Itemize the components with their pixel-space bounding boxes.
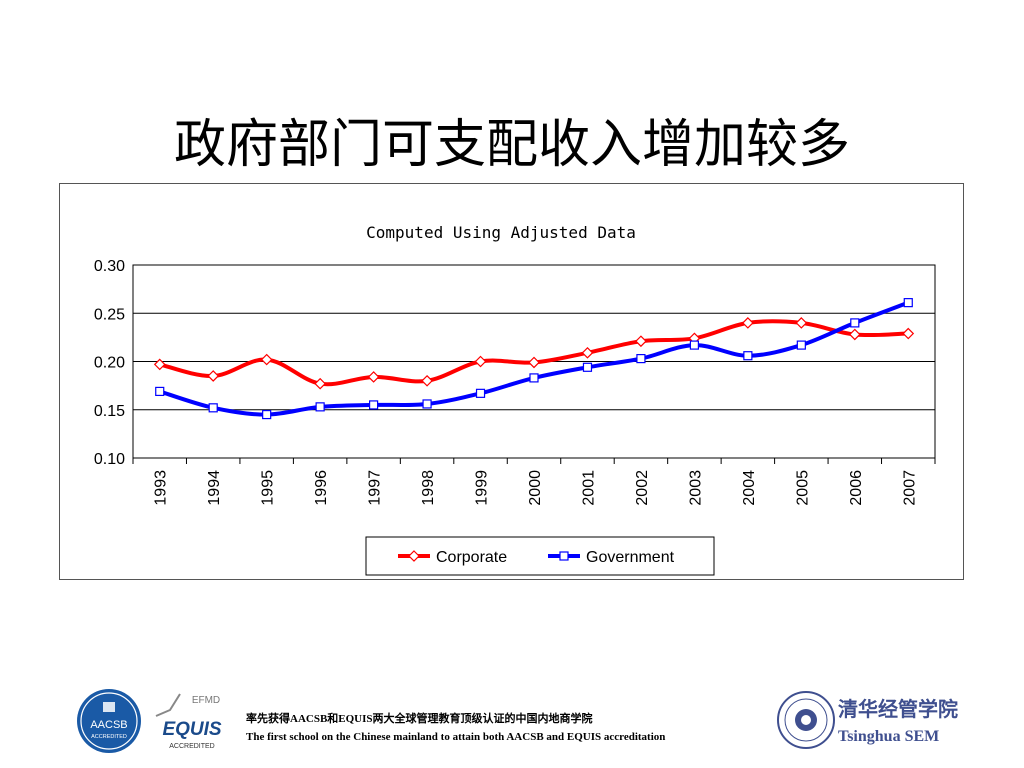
chart-frame: Computed Using Adjusted Data 0.10 0.15 0.20…: [59, 183, 964, 580]
data-point-government: [155, 386, 165, 397]
data-point-government: [796, 340, 806, 350]
data-point-corporate: [421, 374, 433, 387]
x-tick-label: 2004: [741, 470, 758, 506]
tsinghua-logo-en: Tsinghua SEM: [838, 728, 939, 745]
data-point-corporate: [848, 328, 861, 341]
x-tick-label: 2007: [901, 470, 918, 506]
data-point-corporate: [260, 353, 273, 366]
y-tick-label: 0.10: [94, 451, 125, 468]
slide-title: 政府部门可支配收入增加较多: [173, 115, 850, 175]
chart-title: Computed Using Adjusted Data: [366, 223, 636, 242]
x-tick-label: 1993: [153, 470, 170, 506]
aacsb-logo-sub: ACCREDITED: [91, 734, 127, 740]
footer-line-cn: 率先获得AACSB和EQUIS两大全球管理教育顶级认证的中国内地商学院: [246, 713, 593, 725]
x-tick-label: 2006: [848, 470, 865, 506]
footer-text: 率先获得AACSB和EQUIS两大全球管理教育顶级认证的中国内地商学院 The …: [246, 710, 766, 746]
legend-label-government: Government: [586, 549, 675, 566]
data-point-government: [636, 354, 646, 364]
equis-logo-top: EFMD: [192, 695, 220, 706]
y-tick-label: 0.30: [94, 258, 125, 275]
equis-logo-text: EQUIS: [162, 719, 221, 740]
data-point-government: [850, 318, 860, 328]
data-point-corporate: [528, 356, 540, 369]
x-tick-label: 2001: [580, 470, 597, 506]
data-point-corporate: [314, 377, 326, 390]
x-tick-label: 1994: [206, 470, 223, 506]
data-point-government: [422, 399, 432, 409]
chart: Computed Using Adjusted Data 0.10 0.15 0.20…: [94, 223, 936, 576]
data-point-government: [475, 388, 486, 398]
data-point-government: [369, 400, 379, 410]
data-point-corporate: [207, 370, 220, 382]
data-point-corporate: [153, 358, 166, 371]
data-point-corporate: [635, 335, 647, 348]
x-tick-label: 2000: [527, 470, 544, 506]
tsinghua-seal-icon: [777, 691, 835, 749]
x-tick-label: 1998: [420, 470, 437, 506]
legend-marker-corporate: [408, 550, 420, 562]
data-point-corporate: [795, 317, 808, 329]
x-tick-label: 2003: [687, 470, 704, 506]
data-point-government: [903, 298, 913, 308]
tsinghua-sem-logo: 清华经管学院 Tsinghua SEM: [838, 697, 958, 745]
data-point-corporate: [367, 371, 380, 383]
data-point-government: [315, 402, 325, 412]
x-tick-label: 1996: [313, 470, 330, 506]
y-tick-label: 0.25: [94, 306, 125, 323]
data-point-government: [689, 340, 700, 350]
data-point-corporate: [581, 346, 594, 359]
equis-logo-sub: ACCREDITED: [169, 743, 215, 750]
data-point-corporate: [742, 317, 754, 329]
data-point-government: [208, 403, 218, 413]
data-point-corporate: [474, 355, 487, 368]
legend-marker-government: [559, 551, 569, 561]
x-tick-label: 1995: [260, 470, 277, 506]
y-tick-label: 0.20: [94, 355, 125, 372]
data-point-corporate: [902, 327, 915, 340]
tsinghua-logo-cn: 清华经管学院: [838, 697, 958, 721]
footer-line-en: The first school on the Chinese mainland…: [246, 731, 666, 743]
footer: AACSB ACCREDITED EFMD EQUIS ACCREDITED 率…: [0, 680, 1024, 768]
equis-logo: EFMD EQUIS ACCREDITED: [155, 693, 222, 750]
legend-label-corporate: Corporate: [436, 549, 507, 566]
x-tick-label: 1997: [367, 470, 384, 506]
x-tick-label: 1999: [474, 470, 491, 506]
data-point-government: [529, 373, 539, 383]
data-point-government: [582, 362, 593, 372]
y-tick-label: 0.15: [94, 403, 125, 420]
aacsb-logo-text: AACSB: [90, 719, 127, 731]
data-point-government: [262, 409, 272, 420]
data-point-government: [743, 351, 753, 361]
x-tick-label: 2005: [794, 470, 811, 506]
aacsb-logo: AACSB ACCREDITED: [77, 689, 141, 753]
x-tick-label: 2002: [634, 470, 651, 506]
